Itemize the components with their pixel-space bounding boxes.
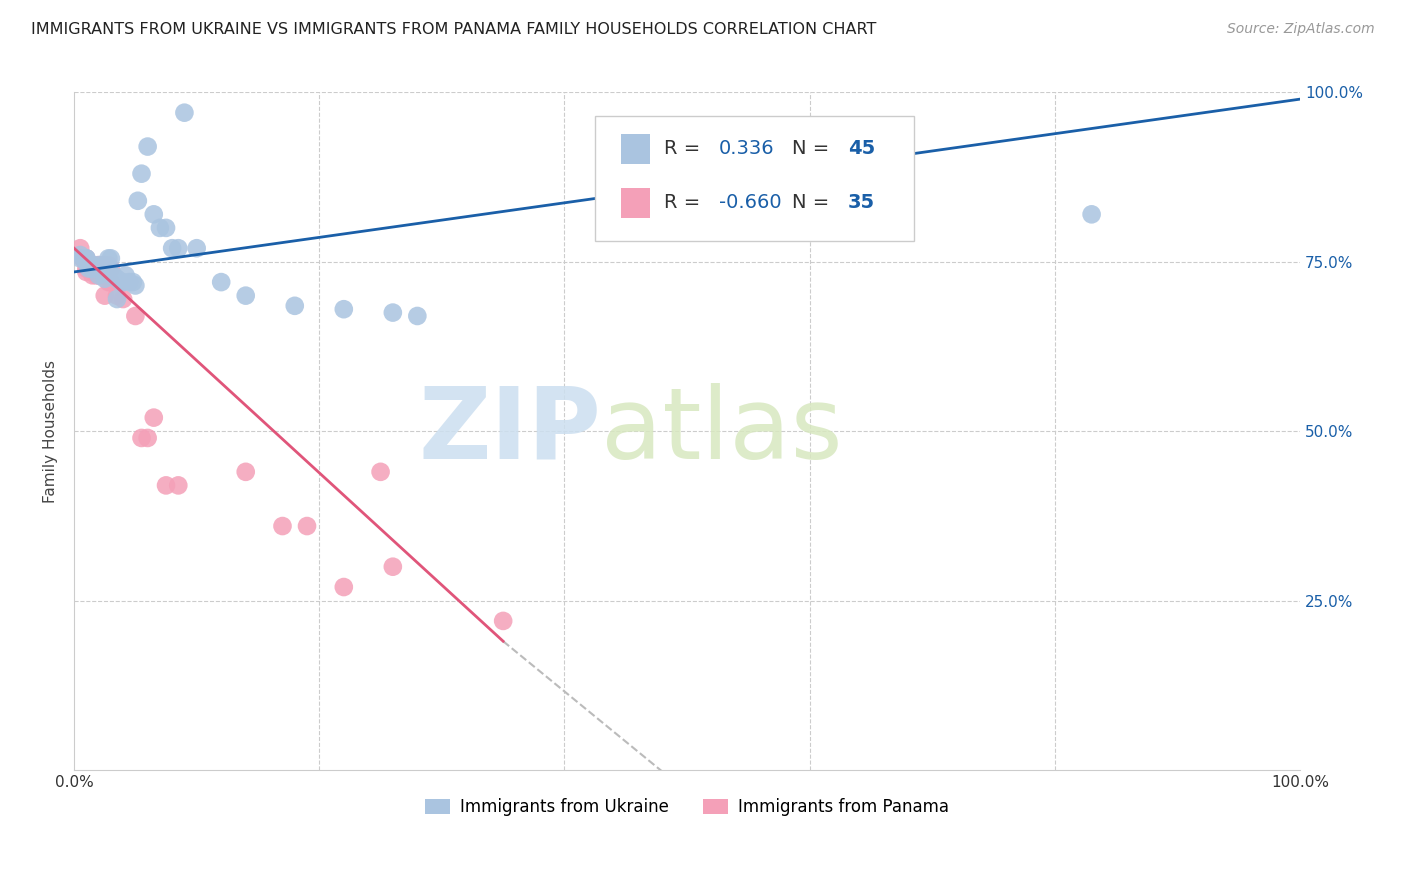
Text: Source: ZipAtlas.com: Source: ZipAtlas.com xyxy=(1227,22,1375,37)
Point xyxy=(84,268,107,283)
Text: N =: N = xyxy=(793,139,837,158)
Point xyxy=(370,465,392,479)
Point xyxy=(209,275,232,289)
Point xyxy=(77,261,100,276)
Point xyxy=(97,258,120,272)
Point xyxy=(112,275,135,289)
Point xyxy=(93,258,115,272)
Point xyxy=(93,268,115,283)
Text: 0.336: 0.336 xyxy=(718,139,775,158)
Point xyxy=(142,410,165,425)
Text: R =: R = xyxy=(664,139,706,158)
Point xyxy=(73,252,96,266)
Point xyxy=(75,252,97,266)
Point xyxy=(100,261,122,276)
Point xyxy=(82,261,104,276)
Legend: Immigrants from Ukraine, Immigrants from Panama: Immigrants from Ukraine, Immigrants from… xyxy=(419,791,955,822)
Point xyxy=(72,252,94,266)
Point xyxy=(136,431,159,445)
Point xyxy=(87,258,110,272)
Point xyxy=(142,207,165,221)
Point xyxy=(131,167,153,181)
Text: 35: 35 xyxy=(848,194,875,212)
Point xyxy=(114,268,136,283)
FancyBboxPatch shape xyxy=(621,188,651,218)
Point xyxy=(124,309,146,323)
Point xyxy=(93,288,115,302)
Text: R =: R = xyxy=(664,194,706,212)
Point xyxy=(173,105,195,120)
Point xyxy=(167,241,190,255)
Text: IMMIGRANTS FROM UKRAINE VS IMMIGRANTS FROM PANAMA FAMILY HOUSEHOLDS CORRELATION : IMMIGRANTS FROM UKRAINE VS IMMIGRANTS FR… xyxy=(31,22,876,37)
Point xyxy=(75,252,97,266)
Point xyxy=(155,478,177,492)
Point xyxy=(127,194,149,208)
Point xyxy=(93,258,115,272)
Text: -0.660: -0.660 xyxy=(718,194,782,212)
Point xyxy=(1080,207,1102,221)
Point xyxy=(75,252,97,266)
Point xyxy=(136,139,159,153)
FancyBboxPatch shape xyxy=(595,116,914,242)
Point xyxy=(97,252,120,266)
Point xyxy=(82,258,104,272)
Point xyxy=(333,580,356,594)
Point xyxy=(87,268,110,283)
Point xyxy=(73,252,96,266)
Point xyxy=(82,258,104,272)
Point xyxy=(69,241,91,255)
Point xyxy=(100,268,122,283)
Point xyxy=(100,275,122,289)
Point xyxy=(381,305,404,319)
Point xyxy=(69,252,91,266)
Point xyxy=(131,431,153,445)
Text: 45: 45 xyxy=(848,139,875,158)
Point xyxy=(93,271,115,285)
Point xyxy=(118,275,141,289)
Point xyxy=(124,278,146,293)
Point xyxy=(295,519,318,533)
Point xyxy=(75,254,97,268)
Point xyxy=(87,268,110,283)
Point xyxy=(112,292,135,306)
Point xyxy=(167,478,190,492)
Point xyxy=(90,261,112,276)
Text: atlas: atlas xyxy=(602,383,842,480)
Point xyxy=(103,268,125,283)
Point xyxy=(69,248,91,262)
Point xyxy=(73,252,96,266)
Point xyxy=(110,275,132,289)
Point xyxy=(406,309,429,323)
Y-axis label: Family Households: Family Households xyxy=(44,359,58,503)
Point xyxy=(100,252,122,266)
Point xyxy=(75,265,97,279)
Point xyxy=(492,614,515,628)
Point xyxy=(381,559,404,574)
Point xyxy=(97,275,120,289)
Point xyxy=(75,261,97,276)
Point xyxy=(235,288,257,302)
Point xyxy=(186,241,208,255)
Point xyxy=(122,275,145,289)
Point xyxy=(82,268,104,283)
Point xyxy=(105,271,128,285)
Text: N =: N = xyxy=(793,194,837,212)
Point xyxy=(155,220,177,235)
Point xyxy=(77,261,100,276)
Point xyxy=(105,288,128,302)
Point xyxy=(97,261,120,276)
Point xyxy=(333,302,356,317)
Text: ZIP: ZIP xyxy=(419,383,602,480)
Point xyxy=(149,220,172,235)
FancyBboxPatch shape xyxy=(621,134,651,163)
Point xyxy=(90,268,112,283)
Point xyxy=(235,465,257,479)
Point xyxy=(105,292,128,306)
Point xyxy=(271,519,294,533)
Point xyxy=(160,241,183,255)
Point xyxy=(284,299,307,313)
Point xyxy=(87,258,110,272)
